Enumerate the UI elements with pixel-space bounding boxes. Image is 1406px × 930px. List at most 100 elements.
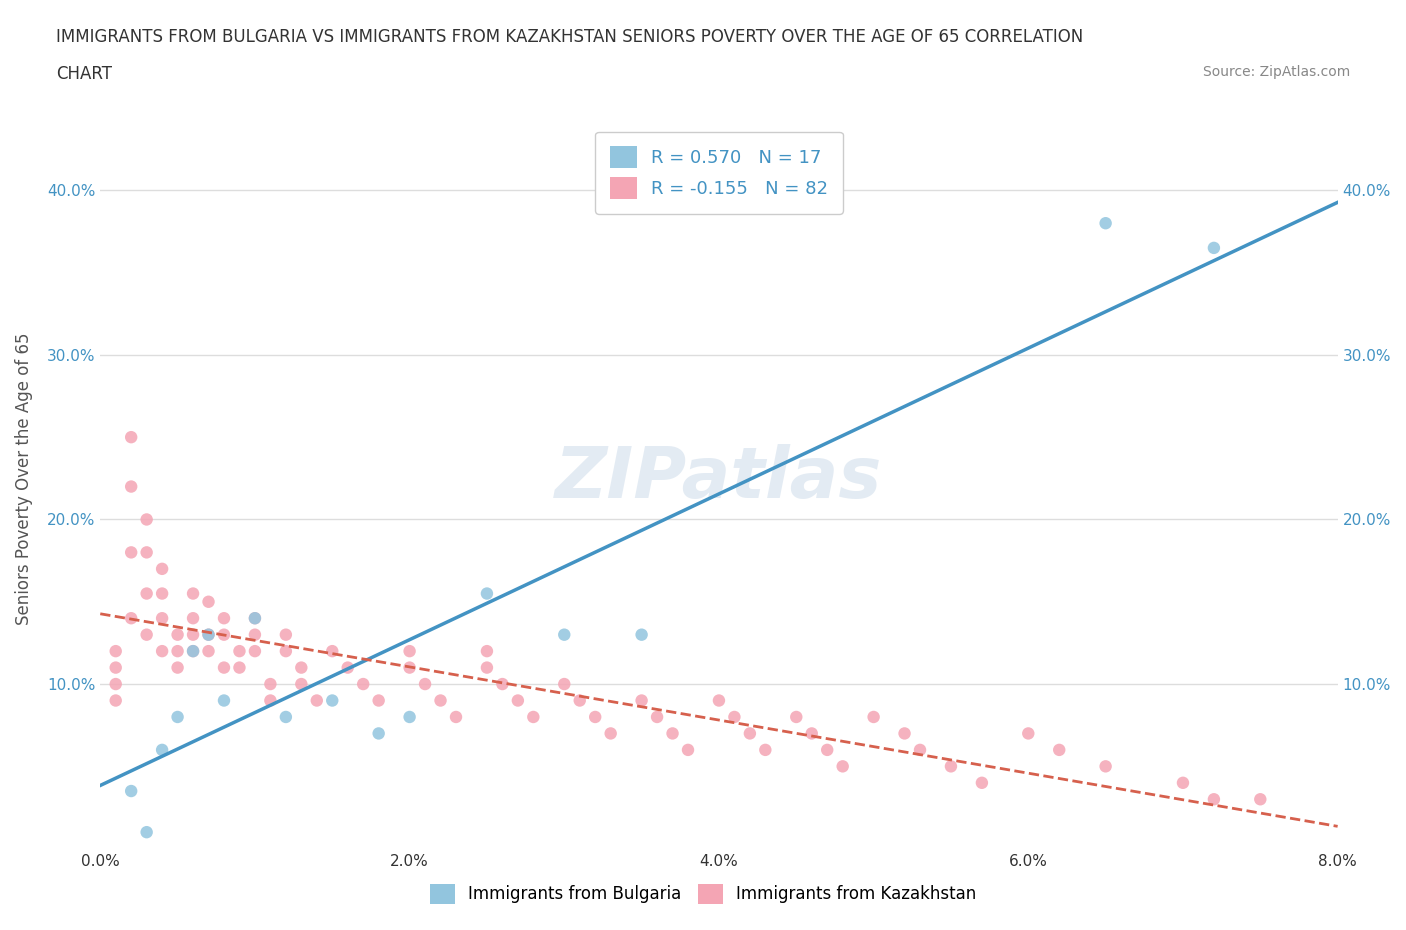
- Point: [181, 644, 204, 658]
- Point: [274, 644, 297, 658]
- Point: [228, 644, 250, 658]
- Point: [398, 644, 420, 658]
- Point: [908, 742, 931, 757]
- Text: IMMIGRANTS FROM BULGARIA VS IMMIGRANTS FROM KAZAKHSTAN SENIORS POVERTY OVER THE : IMMIGRANTS FROM BULGARIA VS IMMIGRANTS F…: [56, 28, 1084, 46]
- Point: [583, 710, 606, 724]
- Point: [475, 644, 498, 658]
- Point: [645, 710, 668, 724]
- Point: [398, 710, 420, 724]
- Point: [1202, 241, 1225, 256]
- Point: [754, 742, 776, 757]
- Point: [970, 776, 993, 790]
- Point: [274, 627, 297, 642]
- Point: [290, 660, 312, 675]
- Point: [166, 627, 188, 642]
- Point: [661, 726, 683, 741]
- Point: [939, 759, 962, 774]
- Point: [104, 660, 127, 675]
- Point: [181, 644, 204, 658]
- Point: [135, 512, 157, 527]
- Legend: Immigrants from Bulgaria, Immigrants from Kazakhstan: Immigrants from Bulgaria, Immigrants fro…: [422, 875, 984, 912]
- Point: [181, 586, 204, 601]
- Point: [104, 677, 127, 692]
- Point: [1094, 216, 1116, 231]
- Point: [738, 726, 761, 741]
- Point: [135, 627, 157, 642]
- Point: [212, 627, 235, 642]
- Point: [104, 644, 127, 658]
- Point: [259, 693, 281, 708]
- Point: [120, 611, 142, 626]
- Point: [831, 759, 853, 774]
- Point: [166, 710, 188, 724]
- Point: [491, 677, 513, 692]
- Point: [243, 611, 266, 626]
- Point: [1202, 791, 1225, 806]
- Point: [243, 644, 266, 658]
- Point: [150, 611, 173, 626]
- Point: [197, 627, 219, 642]
- Point: [815, 742, 838, 757]
- Point: [321, 693, 343, 708]
- Point: [336, 660, 359, 675]
- Point: [599, 726, 621, 741]
- Point: [228, 660, 250, 675]
- Point: [352, 677, 374, 692]
- Point: [197, 644, 219, 658]
- Point: [120, 479, 142, 494]
- Point: [429, 693, 451, 708]
- Text: Source: ZipAtlas.com: Source: ZipAtlas.com: [1202, 65, 1350, 79]
- Point: [522, 710, 544, 724]
- Point: [135, 545, 157, 560]
- Legend: R = 0.570   N = 17, R = -0.155   N = 82: R = 0.570 N = 17, R = -0.155 N = 82: [595, 132, 842, 214]
- Point: [506, 693, 529, 708]
- Point: [630, 693, 652, 708]
- Point: [150, 562, 173, 577]
- Point: [475, 586, 498, 601]
- Point: [1094, 759, 1116, 774]
- Point: [181, 611, 204, 626]
- Point: [367, 693, 389, 708]
- Point: [150, 644, 173, 658]
- Point: [166, 644, 188, 658]
- Point: [723, 710, 745, 724]
- Point: [475, 660, 498, 675]
- Point: [398, 660, 420, 675]
- Point: [630, 627, 652, 642]
- Point: [274, 710, 297, 724]
- Point: [305, 693, 328, 708]
- Point: [197, 627, 219, 642]
- Point: [197, 594, 219, 609]
- Point: [707, 693, 730, 708]
- Point: [104, 693, 127, 708]
- Point: [1171, 776, 1194, 790]
- Point: [553, 677, 575, 692]
- Point: [568, 693, 591, 708]
- Point: [120, 430, 142, 445]
- Point: [290, 677, 312, 692]
- Point: [800, 726, 823, 741]
- Point: [150, 742, 173, 757]
- Point: [120, 784, 142, 799]
- Point: [367, 726, 389, 741]
- Point: [785, 710, 807, 724]
- Point: [120, 545, 142, 560]
- Text: ZIPatlas: ZIPatlas: [555, 444, 883, 512]
- Point: [135, 825, 157, 840]
- Point: [1249, 791, 1271, 806]
- Point: [862, 710, 884, 724]
- Point: [212, 660, 235, 675]
- Point: [212, 693, 235, 708]
- Point: [259, 677, 281, 692]
- Point: [413, 677, 436, 692]
- Point: [135, 586, 157, 601]
- Point: [243, 611, 266, 626]
- Point: [212, 611, 235, 626]
- Point: [181, 627, 204, 642]
- Point: [1047, 742, 1070, 757]
- Point: [166, 660, 188, 675]
- Text: CHART: CHART: [56, 65, 112, 83]
- Point: [444, 710, 467, 724]
- Point: [243, 627, 266, 642]
- Point: [676, 742, 699, 757]
